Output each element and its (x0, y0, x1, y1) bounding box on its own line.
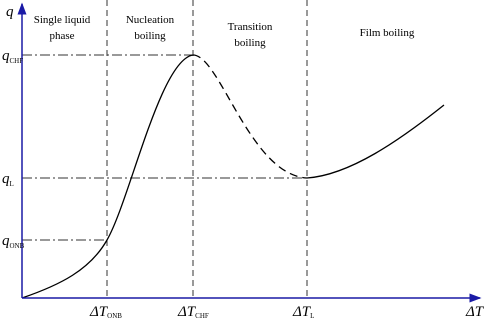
y-tick-label: qCHF (2, 48, 23, 65)
region-label: Nucleation (126, 14, 175, 26)
y-tick-label: qL (2, 171, 14, 188)
curve-film (306, 104, 445, 179)
x-tick-label: ΔTL (292, 304, 314, 320)
x-tick-label: ΔTONB (89, 304, 122, 320)
region-label: phase (49, 30, 74, 42)
tick-sub: L (10, 180, 14, 188)
tick-main: ΔT (177, 304, 197, 320)
tick-sub: CHF (10, 57, 24, 65)
tick-main: ΔT (292, 304, 312, 320)
curve-dashed (192, 54, 308, 179)
tick-sub: ONB (107, 312, 122, 320)
region-label: boiling (234, 37, 266, 49)
tick-main: q (2, 233, 10, 249)
region-label: boiling (134, 30, 166, 42)
tick-main: q (2, 171, 10, 187)
curve-solid (21, 54, 194, 299)
y-tick-label: qONB (2, 233, 25, 250)
tick-main: q (2, 48, 10, 64)
tick-sub: L (310, 312, 314, 320)
region-label: Single liquid (34, 14, 91, 26)
y-axis-label: q (6, 4, 14, 20)
region-label: Film boiling (360, 27, 415, 39)
tick-main: ΔT (89, 304, 109, 320)
guides (22, 0, 308, 298)
tick-sub: ONB (10, 242, 25, 250)
x-axis-label: ΔT (465, 304, 485, 320)
region-label: Transition (228, 21, 273, 33)
tick-sub: CHF (195, 312, 209, 320)
x-tick-label: ΔTCHF (177, 304, 209, 320)
